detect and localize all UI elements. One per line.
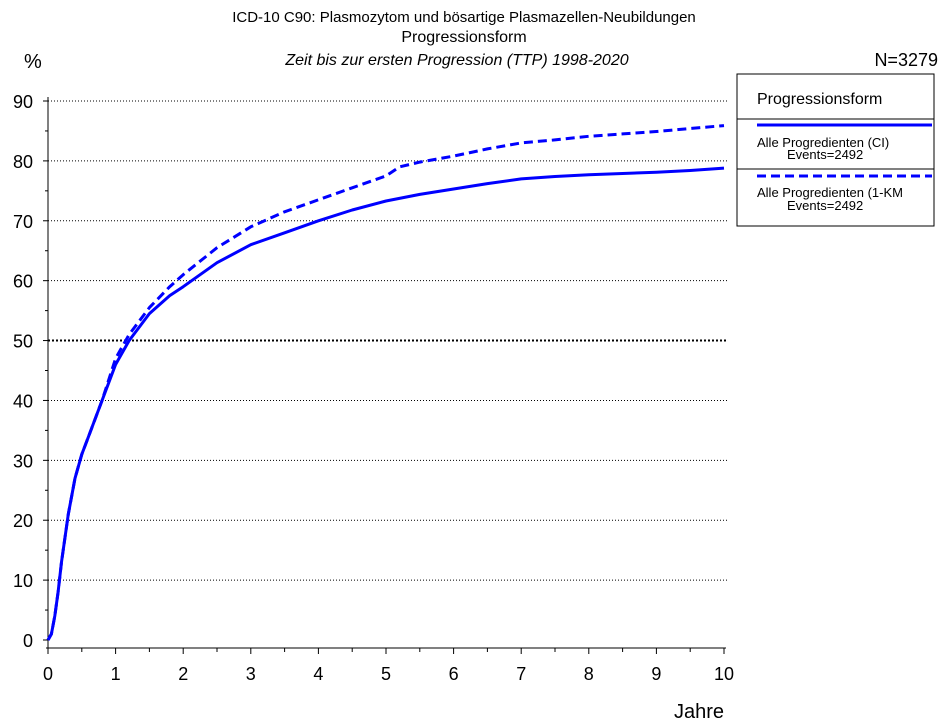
y-tick-label: 20: [13, 511, 33, 531]
y-tick-label: 50: [13, 332, 33, 352]
y-tick-label: 90: [13, 92, 33, 112]
x-axis-label: Jahre: [674, 701, 724, 723]
x-tick-label: 2: [178, 664, 188, 684]
y-tick-label: 80: [13, 152, 33, 172]
n-label: N=3279: [874, 50, 938, 70]
x-tick-label: 7: [516, 664, 526, 684]
x-tick-label: 3: [246, 664, 256, 684]
chart-subtitle-italic: Zeit bis zur ersten Progression (TTP) 19…: [284, 52, 628, 69]
series-layer: [46, 124, 725, 641]
axis-layer: 0 10 20 30 40 50 60 70 80 90 0 1 2 3 4 5 6 7 8 9 10: [13, 92, 734, 684]
legend-frame: [736, 73, 935, 227]
x-tick-label: 9: [651, 664, 661, 684]
y-tick-label: 30: [13, 451, 33, 471]
chart-subtitle: Progressionsform: [401, 29, 526, 46]
x-tick-label: 1: [111, 664, 121, 684]
x-tick-label: 0: [43, 664, 53, 684]
y-axis-unit: %: [24, 51, 42, 73]
series-line-ci: [46, 166, 725, 641]
x-tick-label: 6: [449, 664, 459, 684]
series-line-1-km: [46, 124, 725, 641]
y-tick-label: 70: [13, 212, 33, 232]
legend-entry-1-events: Events=2492: [787, 147, 863, 162]
legend-entry-1-label: Alle Progredienten (CI): [757, 135, 889, 150]
x-tick-label: 10: [714, 664, 734, 684]
legend-entry-2-events: Events=2492: [787, 198, 863, 213]
x-tick-label: 8: [584, 664, 594, 684]
y-tick-label: 40: [13, 391, 33, 411]
y-tick-label: 0: [23, 631, 33, 651]
chart-title: ICD-10 C90: Plasmozytom und bösartige Pl…: [232, 9, 696, 26]
y-tick-label: 60: [13, 272, 33, 292]
legend: Progressionsform Alle Progredienten (CI)…: [736, 73, 935, 227]
y-tick-label: 10: [13, 571, 33, 591]
x-tick-label: 4: [313, 664, 323, 684]
grid-layer: [48, 100, 728, 581]
legend-title: Progressionsform: [757, 91, 882, 108]
x-tick-label: 5: [381, 664, 391, 684]
legend-entry-2-label: Alle Progredienten (1-KM: [757, 185, 903, 200]
